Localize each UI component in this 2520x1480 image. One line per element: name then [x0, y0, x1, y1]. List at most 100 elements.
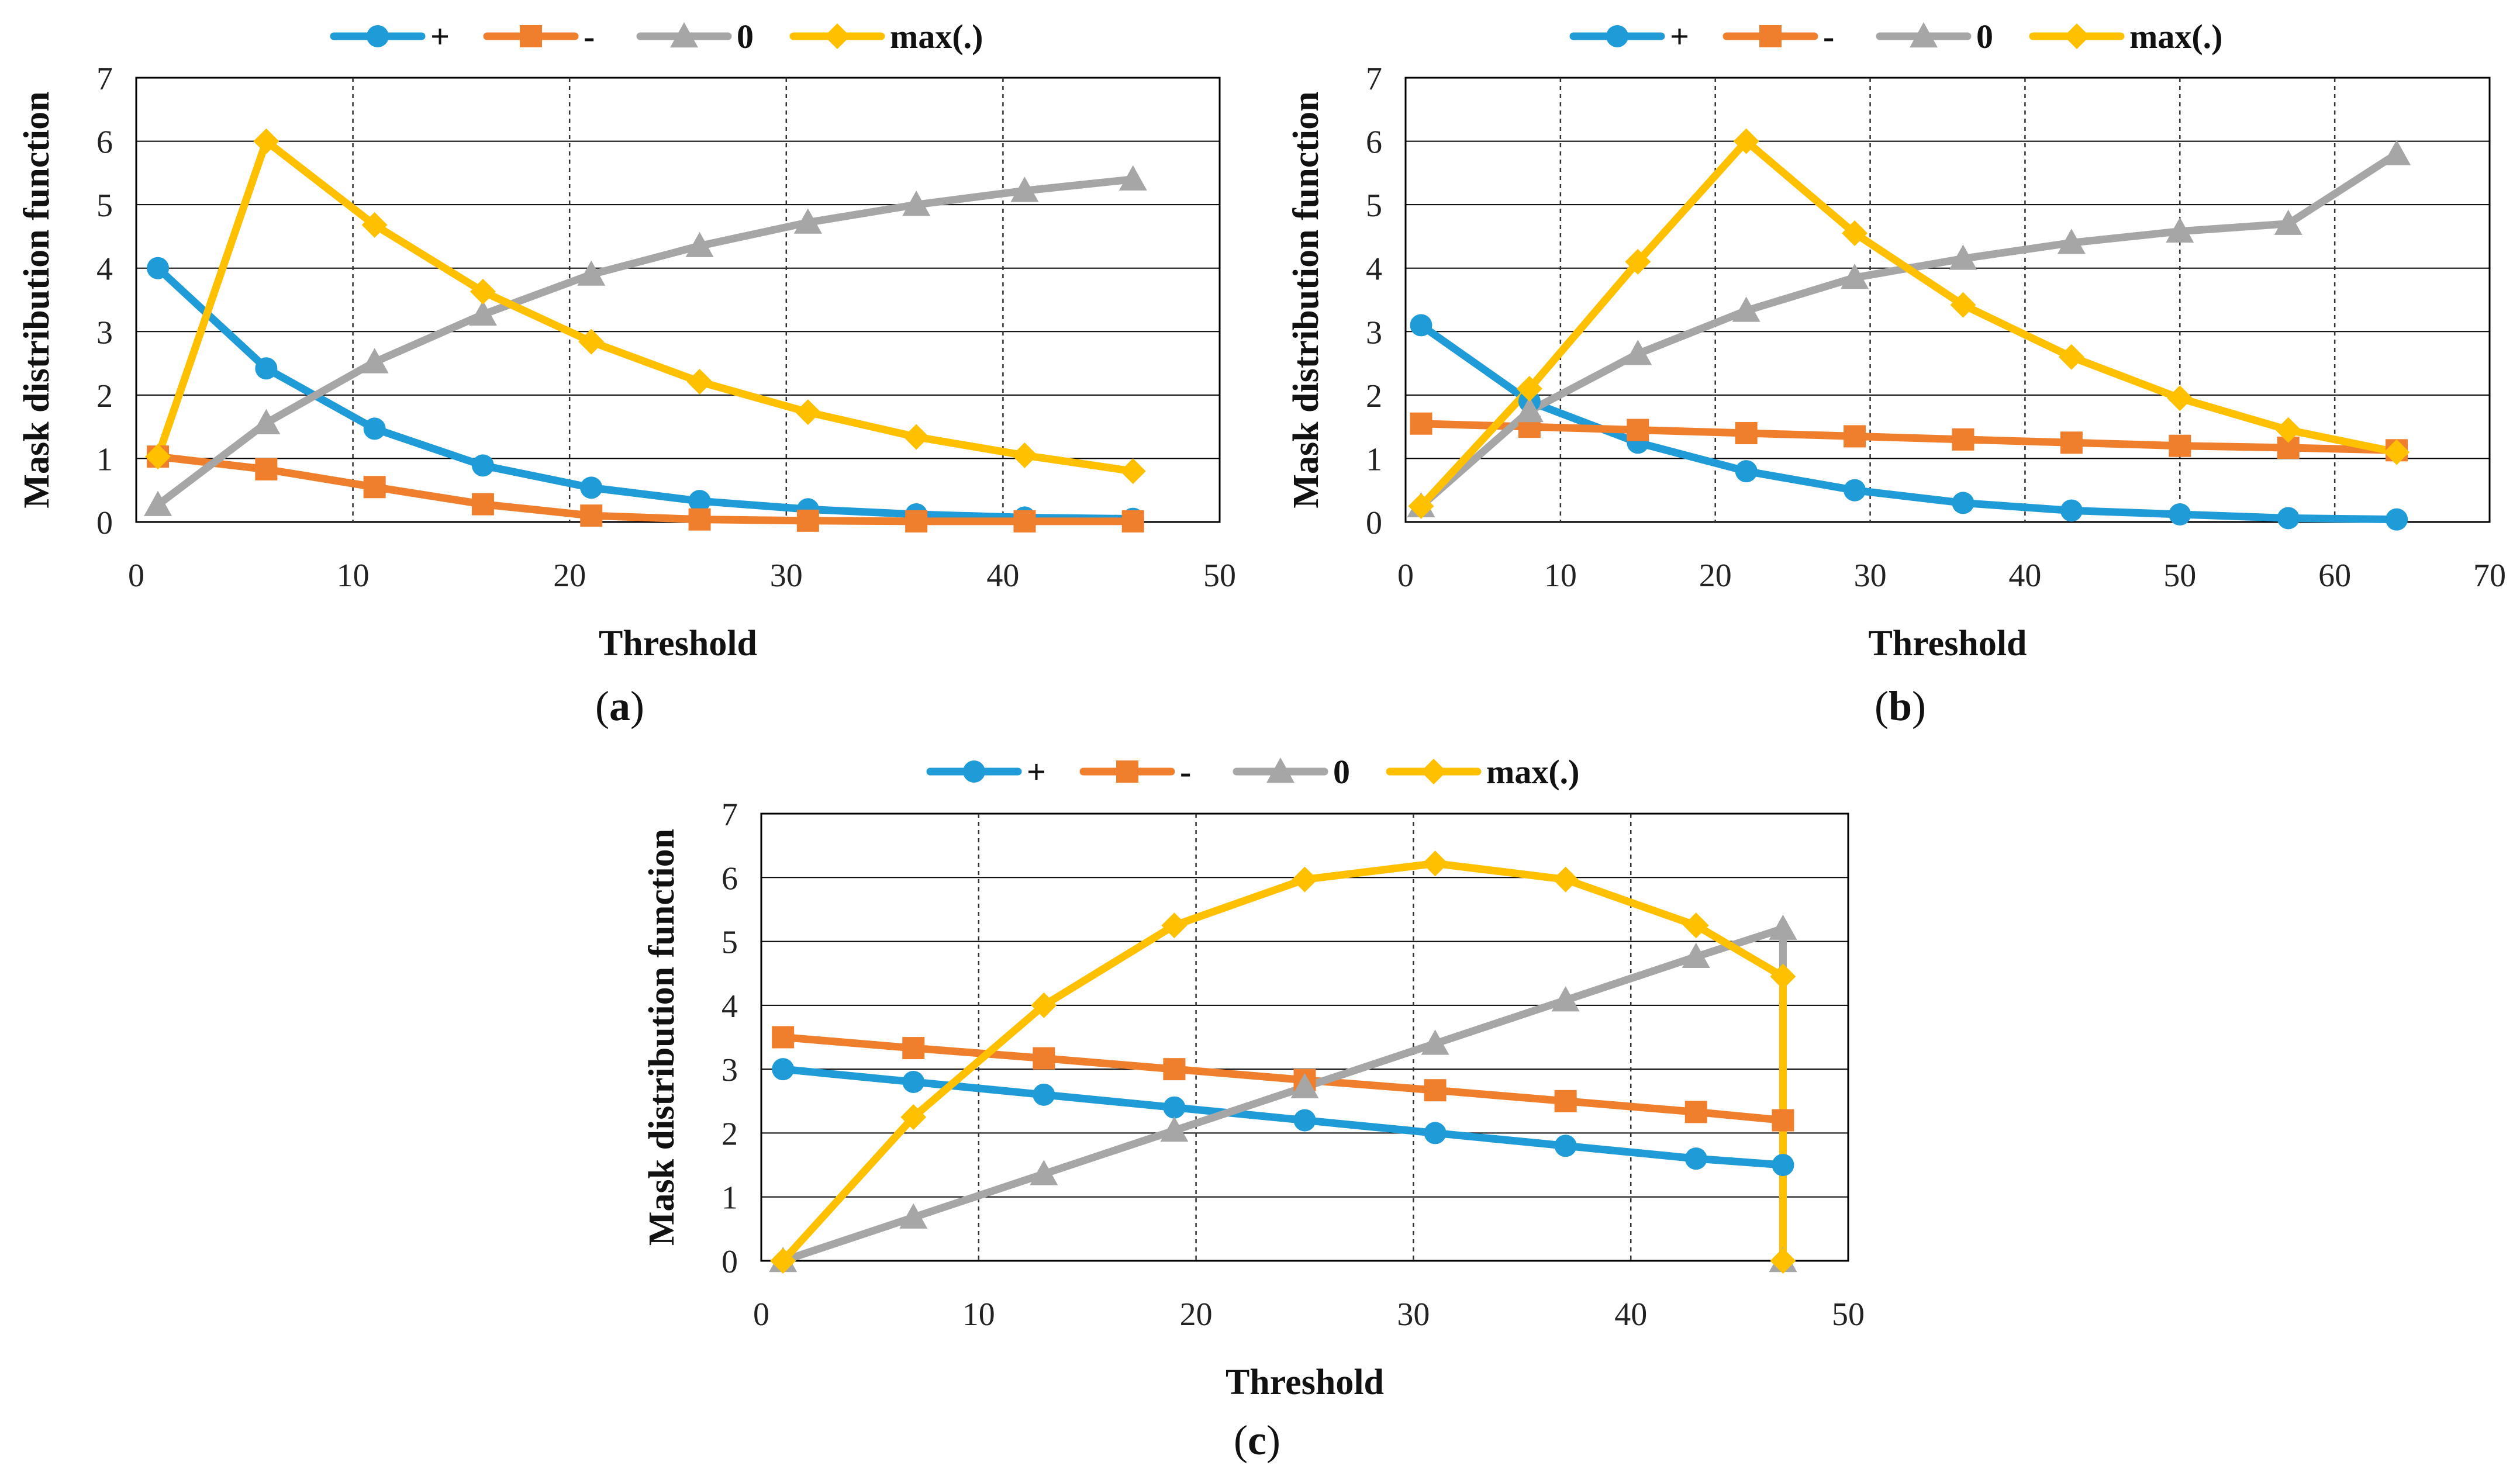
caption-close: ) [630, 683, 644, 729]
legend-label-zero: 0 [1333, 753, 1350, 791]
chart-panel-a: 0 1 2 3 4 5 6 7 0 10 20 30 40 50 Threshold Mask distrib… [17, 18, 1236, 729]
legend-label-plus: + [1027, 753, 1046, 791]
x-tick-label: 10 [337, 558, 370, 594]
data-point-plus [1844, 479, 1866, 502]
y-tick-label: 3 [722, 1052, 738, 1088]
data-point-minus [1121, 510, 1144, 532]
data-point-minus [902, 1037, 925, 1060]
legend-label-plus: + [1670, 18, 1689, 56]
legend-label-minus: - [1180, 753, 1191, 791]
data-point-zero [2166, 217, 2194, 243]
y-tick-label: 6 [722, 860, 738, 897]
data-point-max [1120, 458, 1146, 485]
legend-marker-plus [1606, 25, 1628, 47]
data-point-max [1683, 912, 1709, 939]
y-axis-title: Mask distribution function [642, 829, 682, 1246]
x-tick-label: 10 [962, 1296, 995, 1333]
data-point-minus [2169, 434, 2191, 457]
x-tick-label: 40 [986, 558, 1019, 594]
x-tick-label: 60 [2318, 558, 2351, 594]
legend-marker-max [824, 23, 850, 49]
data-point-plus [902, 1071, 925, 1093]
x-tick-label: 20 [1180, 1296, 1213, 1333]
series-line-plus [154, 264, 1137, 523]
x-tick-label: 20 [1699, 558, 1732, 594]
data-point-max [1292, 866, 1318, 893]
data-point-plus [1952, 492, 1974, 514]
y-tick-label: 0 [1366, 505, 1382, 541]
data-point-zero [1841, 264, 1869, 289]
data-point-zero [2057, 229, 2086, 254]
data-point-plus [688, 490, 711, 513]
panel-caption: (a) [595, 683, 644, 729]
legend-marker-minus [1116, 760, 1138, 783]
x-tick-label: 30 [1397, 1296, 1430, 1333]
y-tick-label: 4 [722, 988, 738, 1025]
data-point-minus [1410, 412, 1432, 435]
y-tick-label: 5 [722, 925, 738, 961]
legend-label-zero: 0 [737, 18, 754, 56]
y-tick-label: 4 [96, 251, 113, 288]
x-tick-label: 40 [2008, 558, 2041, 594]
data-point-plus [2386, 508, 2408, 531]
data-point-zero [2274, 209, 2302, 235]
panel-caption: (c) [1234, 1417, 1280, 1464]
data-point-plus [580, 476, 603, 499]
data-point-minus [363, 476, 386, 499]
x-axis-title: Threshold [1868, 624, 2027, 663]
caption-close: ) [1266, 1417, 1280, 1464]
data-point-max [470, 278, 496, 305]
data-point-zero [902, 191, 931, 216]
x-axis-title: Threshold [599, 624, 757, 663]
data-point-zero [468, 300, 497, 326]
series-line-minus [1417, 420, 2401, 454]
legend-marker-minus [520, 25, 542, 47]
data-point-minus [1844, 425, 1866, 448]
legend-label-minus: - [1823, 18, 1834, 56]
data-point-max [2058, 344, 2084, 370]
series-line-plus [1417, 321, 2401, 524]
series-line-max [1417, 137, 2401, 510]
data-point-zero [1682, 942, 1710, 968]
legend-marker-minus [1759, 25, 1782, 47]
x-axis-title: Threshold [1226, 1363, 1384, 1402]
caption-letter: c [1248, 1417, 1266, 1464]
y-tick-label: 7 [722, 797, 738, 833]
legend: + - 0 max(.) [1569, 18, 2222, 56]
y-tick-label: 0 [722, 1244, 738, 1280]
x-tick-label: 0 [753, 1296, 769, 1333]
data-point-max [1552, 866, 1579, 893]
data-point-max [1950, 292, 1976, 318]
data-point-max [1408, 493, 1434, 519]
caption-open: ( [1875, 683, 1889, 729]
y-tick-label: 2 [1366, 378, 1382, 414]
x-tick-label: 20 [553, 558, 586, 594]
caption-close: ) [1912, 683, 1926, 729]
data-point-zero [1119, 165, 1147, 191]
data-point-plus [1163, 1096, 1186, 1119]
data-point-plus [2060, 499, 2083, 522]
data-point-max [1516, 376, 1542, 402]
data-point-plus [2277, 507, 2300, 530]
data-point-max [686, 369, 713, 395]
caption-open: ( [1234, 1417, 1248, 1464]
legend-label-max: max(.) [890, 18, 983, 56]
data-point-zero [252, 409, 281, 434]
series-line-minus [154, 452, 1137, 525]
data-point-zero [1732, 296, 1760, 322]
data-point-max [795, 399, 821, 426]
legend-marker-zero [1266, 758, 1294, 783]
data-point-max [1733, 128, 1759, 154]
data-point-max [900, 1104, 927, 1130]
data-point-minus [905, 510, 928, 532]
x-tick-label: 10 [1544, 558, 1577, 594]
series-line-zero [154, 175, 1137, 509]
data-point-zero [793, 208, 822, 234]
data-point-minus [1627, 419, 1649, 441]
data-point-max [1842, 220, 1868, 246]
data-point-plus [772, 1058, 795, 1081]
data-point-zero [1624, 340, 1652, 365]
caption-letter: b [1889, 683, 1912, 729]
y-tick-label: 3 [96, 314, 113, 351]
data-point-minus [1163, 1058, 1186, 1081]
